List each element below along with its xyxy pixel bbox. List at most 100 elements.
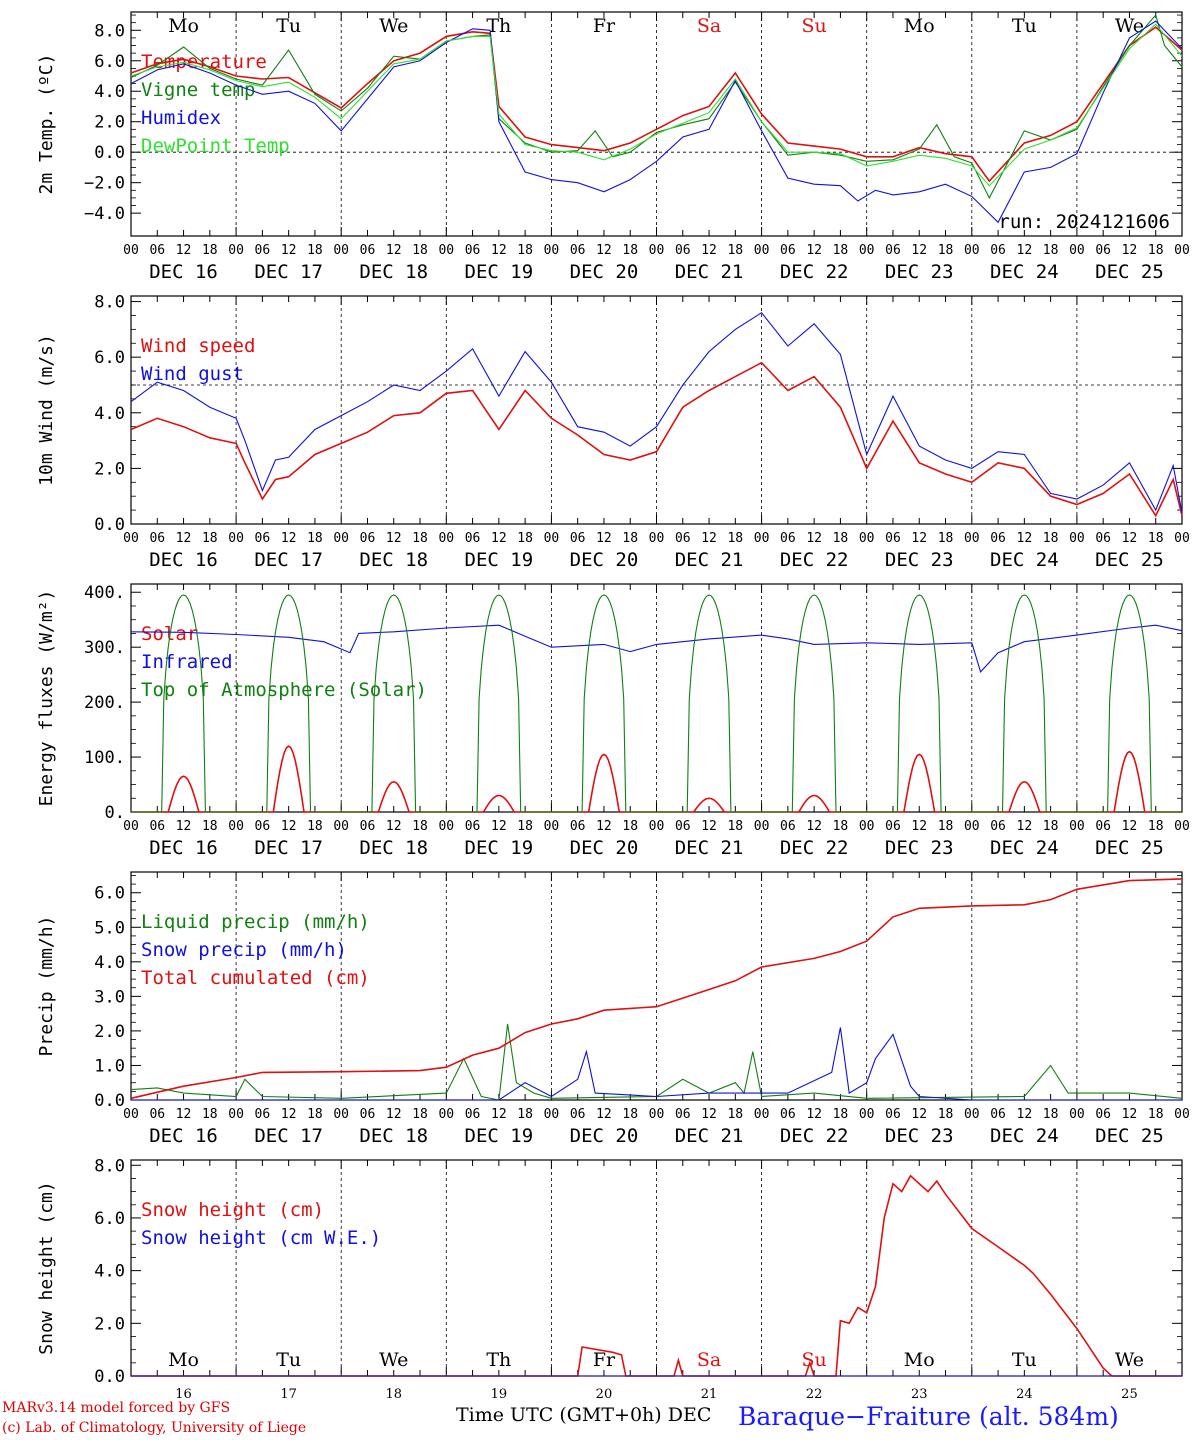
- date-label: DEC 17: [254, 549, 323, 571]
- hour-tick-label: 18: [1043, 531, 1059, 546]
- date-label: DEC 25: [1095, 837, 1164, 859]
- hour-tick-label: 00: [859, 1107, 875, 1122]
- hour-tick-label: 12: [281, 243, 297, 258]
- hour-tick-label: 12: [1122, 531, 1138, 546]
- y-tick-label: 0.0: [94, 1367, 125, 1387]
- y-tick-label: −2.0: [84, 174, 125, 194]
- hour-tick-label: 18: [622, 819, 638, 834]
- date-label: DEC 22: [780, 837, 849, 859]
- hour-tick-label: 18: [307, 531, 323, 546]
- date-label: DEC 19: [465, 549, 534, 571]
- hour-tick-label: 06: [570, 819, 586, 834]
- date-label: DEC 18: [359, 1125, 428, 1147]
- day-name-label: Tu: [276, 15, 301, 37]
- hour-tick-label: 18: [202, 819, 218, 834]
- y-axis-label: Snow height (cm): [36, 1181, 57, 1354]
- hour-tick-label: 06: [360, 243, 376, 258]
- day-name-label: Tu: [1012, 15, 1037, 37]
- hour-tick-label: 06: [780, 1107, 796, 1122]
- legend-entry: Vigne temp: [141, 79, 255, 101]
- hour-tick-label: 12: [911, 531, 927, 546]
- hour-tick-label: 18: [727, 819, 743, 834]
- legend-entry: Snow height (cm): [141, 1199, 324, 1221]
- run-annotation: run: 2024121606: [998, 211, 1170, 233]
- y-tick-label: 8.0: [94, 1156, 125, 1176]
- hour-tick-label: 12: [491, 1107, 507, 1122]
- hour-tick-label: 06: [570, 1107, 586, 1122]
- hour-tick-label: 12: [701, 531, 717, 546]
- hour-tick-label: 06: [675, 531, 691, 546]
- hour-tick-label: 06: [465, 1107, 481, 1122]
- date-label: DEC 24: [990, 1125, 1059, 1147]
- day-name-label: Tu: [276, 1349, 301, 1371]
- y-tick-label: 0.0: [94, 515, 125, 535]
- day-name-label: Su: [802, 15, 827, 37]
- hour-tick-label: 06: [990, 531, 1006, 546]
- hour-tick-label: 00: [1069, 531, 1085, 546]
- day-number-label: 20: [596, 1387, 613, 1402]
- hour-tick-label: 18: [307, 243, 323, 258]
- hour-tick-label: 06: [255, 531, 271, 546]
- hour-tick-label: 18: [938, 243, 954, 258]
- hour-tick-label: 12: [701, 243, 717, 258]
- y-axis-label: Energy fluxes (W/m²): [36, 590, 57, 807]
- hour-tick-label: 12: [806, 1107, 822, 1122]
- date-label: DEC 20: [570, 261, 639, 283]
- hour-tick-label: 18: [938, 819, 954, 834]
- day-number-label: 21: [701, 1387, 718, 1402]
- series-line-top-of-atmosphere-solar-: [131, 594, 1182, 813]
- legend-entry: Infrared: [141, 651, 233, 673]
- hour-tick-label: 12: [911, 819, 927, 834]
- hour-tick-label: 18: [1148, 243, 1164, 258]
- y-tick-label: −4.0: [84, 204, 125, 224]
- hour-tick-label: 00: [649, 819, 665, 834]
- hour-tick-label: 00: [123, 819, 139, 834]
- day-name-label: Su: [802, 1349, 827, 1371]
- date-label: DEC 24: [990, 837, 1059, 859]
- hour-tick-label: 06: [885, 819, 901, 834]
- hour-tick-label: 12: [596, 531, 612, 546]
- y-tick-label: 0.0: [94, 143, 125, 163]
- series-line-snow-precip-mm-h-: [131, 1027, 1182, 1101]
- hour-tick-label: 00: [1174, 1107, 1190, 1122]
- y-tick-label: 6.0: [94, 1209, 125, 1229]
- hour-tick-label: 06: [780, 531, 796, 546]
- hour-tick-label: 00: [649, 1107, 665, 1122]
- hour-tick-label: 12: [176, 531, 192, 546]
- date-label: DEC 17: [254, 1125, 323, 1147]
- series-line-liquid-precip-mm-h-: [130, 1023, 1183, 1101]
- hour-tick-label: 00: [333, 819, 349, 834]
- hour-tick-label: 06: [885, 531, 901, 546]
- legend-entry: Humidex: [141, 107, 221, 129]
- hour-tick-label: 18: [938, 1107, 954, 1122]
- series-line-wind-gust: [130, 311, 1183, 514]
- hour-tick-label: 18: [1148, 1107, 1164, 1122]
- series-line-temperature: [130, 26, 1183, 183]
- legend-entry: Liquid precip (mm/h): [141, 911, 370, 933]
- hour-tick-label: 00: [964, 819, 980, 834]
- hour-tick-label: 12: [911, 243, 927, 258]
- hour-tick-label: 12: [1017, 243, 1033, 258]
- date-label: DEC 21: [675, 261, 744, 283]
- hour-tick-label: 18: [517, 243, 533, 258]
- hour-tick-label: 00: [964, 531, 980, 546]
- hour-tick-label: 12: [281, 531, 297, 546]
- day-name-label: Mo: [168, 15, 199, 37]
- hour-tick-label: 12: [491, 243, 507, 258]
- y-axis-label: 10m Wind (m/s): [36, 334, 57, 486]
- hour-tick-label: 12: [596, 819, 612, 834]
- hour-tick-label: 00: [123, 243, 139, 258]
- hour-tick-label: 00: [228, 819, 244, 834]
- hour-tick-label: 00: [1069, 243, 1085, 258]
- series-line-wind-speed: [130, 361, 1183, 518]
- hour-tick-label: 06: [149, 531, 165, 546]
- legend-entry: Snow height (cm W.E.): [141, 1227, 381, 1249]
- legend-entry: Total cumulated (cm): [141, 967, 370, 989]
- hour-tick-label: 00: [333, 1107, 349, 1122]
- legend-entry: Wind speed: [141, 335, 255, 357]
- series-line-total-cumulated-cm-: [130, 878, 1183, 1100]
- date-label: DEC 21: [675, 549, 744, 571]
- hour-tick-label: 00: [228, 531, 244, 546]
- legend-entry: Top of Atmosphere (Solar): [141, 679, 427, 701]
- date-label: DEC 24: [990, 261, 1059, 283]
